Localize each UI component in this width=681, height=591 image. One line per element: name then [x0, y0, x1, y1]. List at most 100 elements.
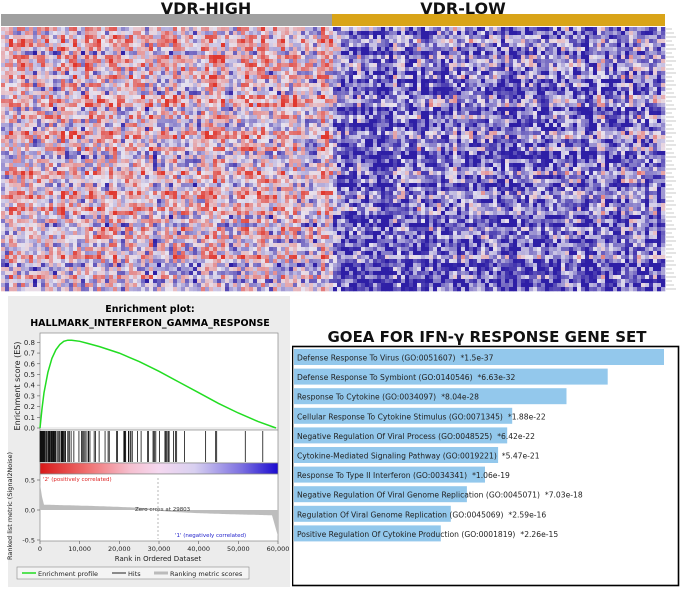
- heatmap-cell: [529, 55, 534, 60]
- heatmap-cell: [565, 47, 570, 52]
- heatmap-cell: [5, 63, 10, 68]
- heatmap-cell: [113, 107, 118, 112]
- heatmap-cell: [653, 91, 658, 96]
- heatmap-cell: [629, 123, 634, 128]
- heatmap-cell: [565, 63, 570, 68]
- heatmap-cell: [609, 59, 614, 64]
- heatmap-cell: [153, 139, 158, 144]
- heatmap-cell: [209, 87, 214, 92]
- heatmap-cell: [81, 95, 86, 100]
- heatmap-cell: [637, 131, 642, 136]
- heatmap-cell: [365, 111, 370, 116]
- heatmap-cell: [605, 75, 610, 80]
- heatmap-cell: [249, 67, 254, 72]
- heatmap-cell: [437, 87, 442, 92]
- heatmap-cell: [425, 71, 430, 76]
- heatmap-cell: [49, 75, 54, 80]
- heatmap-cell: [65, 91, 70, 96]
- heatmap-cell: [365, 55, 370, 60]
- heatmap-cell: [629, 95, 634, 100]
- heatmap-cell: [145, 107, 150, 112]
- heatmap-cell: [233, 131, 238, 136]
- heatmap-cell: [21, 135, 26, 140]
- heatmap-cell: [581, 139, 586, 144]
- heatmap-cell: [501, 71, 506, 76]
- heatmap-cell: [485, 139, 490, 144]
- heatmap-cell: [493, 143, 498, 148]
- heatmap-cell: [77, 95, 82, 100]
- heatmap-cell: [165, 67, 170, 72]
- heatmap-cell: [281, 99, 286, 104]
- heatmap-cell: [433, 51, 438, 56]
- heatmap-cell: [637, 115, 642, 120]
- heatmap-cell: [165, 87, 170, 92]
- heatmap-cell: [621, 83, 626, 88]
- heatmap-cell: [405, 143, 410, 148]
- heatmap-cell: [113, 111, 118, 116]
- heatmap-cell: [501, 39, 506, 44]
- heatmap-cell: [253, 123, 258, 128]
- heatmap-cell: [557, 135, 562, 140]
- heatmap-cell: [485, 47, 490, 52]
- heatmap-cell: [537, 143, 542, 148]
- heatmap-cell: [525, 71, 530, 76]
- heatmap-cell: [381, 123, 386, 128]
- heatmap-cell: [17, 59, 22, 64]
- heatmap-cell: [545, 55, 550, 60]
- heatmap-cell: [453, 123, 458, 128]
- heatmap-cell: [417, 47, 422, 52]
- heatmap-cell: [305, 135, 310, 140]
- heatmap-cell: [601, 143, 606, 148]
- heatmap-cell: [585, 103, 590, 108]
- heatmap-cell: [589, 91, 594, 96]
- heatmap-cell: [509, 67, 514, 72]
- heatmap-cell: [57, 139, 62, 144]
- heatmap-cell: [625, 135, 630, 140]
- heatmap-cell: [557, 67, 562, 72]
- heatmap-cell: [405, 87, 410, 92]
- heatmap-cell: [77, 27, 82, 32]
- heatmap-cell: [621, 127, 626, 132]
- heatmap-cell: [321, 35, 326, 40]
- heatmap-cell: [393, 39, 398, 44]
- heatmap-cell: [245, 115, 250, 120]
- heatmap-cell: [405, 51, 410, 56]
- heatmap-cell: [53, 39, 58, 44]
- heatmap-cell: [157, 35, 162, 40]
- heatmap-cell: [445, 39, 450, 44]
- heatmap-cell: [445, 55, 450, 60]
- heatmap-cell: [117, 115, 122, 120]
- heatmap-cell: [517, 83, 522, 88]
- heatmap-cell: [369, 39, 374, 44]
- heatmap-cell: [313, 47, 318, 52]
- heatmap-cell: [405, 67, 410, 72]
- heatmap-cell: [77, 135, 82, 140]
- heatmap-cell: [549, 75, 554, 80]
- heatmap-cell: [653, 115, 658, 120]
- heatmap-cell: [181, 123, 186, 128]
- heatmap-cell: [317, 71, 322, 76]
- heatmap-cell: [309, 131, 314, 136]
- heatmap-cell: [245, 71, 250, 76]
- heatmap-cell: [661, 123, 666, 128]
- heatmap-cell: [333, 119, 338, 124]
- heatmap-cell: [345, 107, 350, 112]
- heatmap-cell: [353, 127, 358, 132]
- heatmap-cell: [349, 131, 354, 136]
- heatmap-cell: [269, 63, 274, 68]
- heatmap-cell: [449, 39, 454, 44]
- heatmap-cell: [265, 83, 270, 88]
- heatmap-cell: [29, 99, 34, 104]
- heatmap-cell: [413, 63, 418, 68]
- heatmap-cell: [169, 35, 174, 40]
- heatmap-cell: [537, 83, 542, 88]
- heatmap-cell: [601, 31, 606, 36]
- heatmap-cell: [489, 59, 494, 64]
- heatmap-cell: [201, 83, 206, 88]
- heatmap-cell: [477, 91, 482, 96]
- heatmap-cell: [185, 115, 190, 120]
- heatmap-cell: [541, 59, 546, 64]
- heatmap-cell: [109, 99, 114, 104]
- heatmap-cell: [461, 35, 466, 40]
- heatmap-cell: [461, 79, 466, 84]
